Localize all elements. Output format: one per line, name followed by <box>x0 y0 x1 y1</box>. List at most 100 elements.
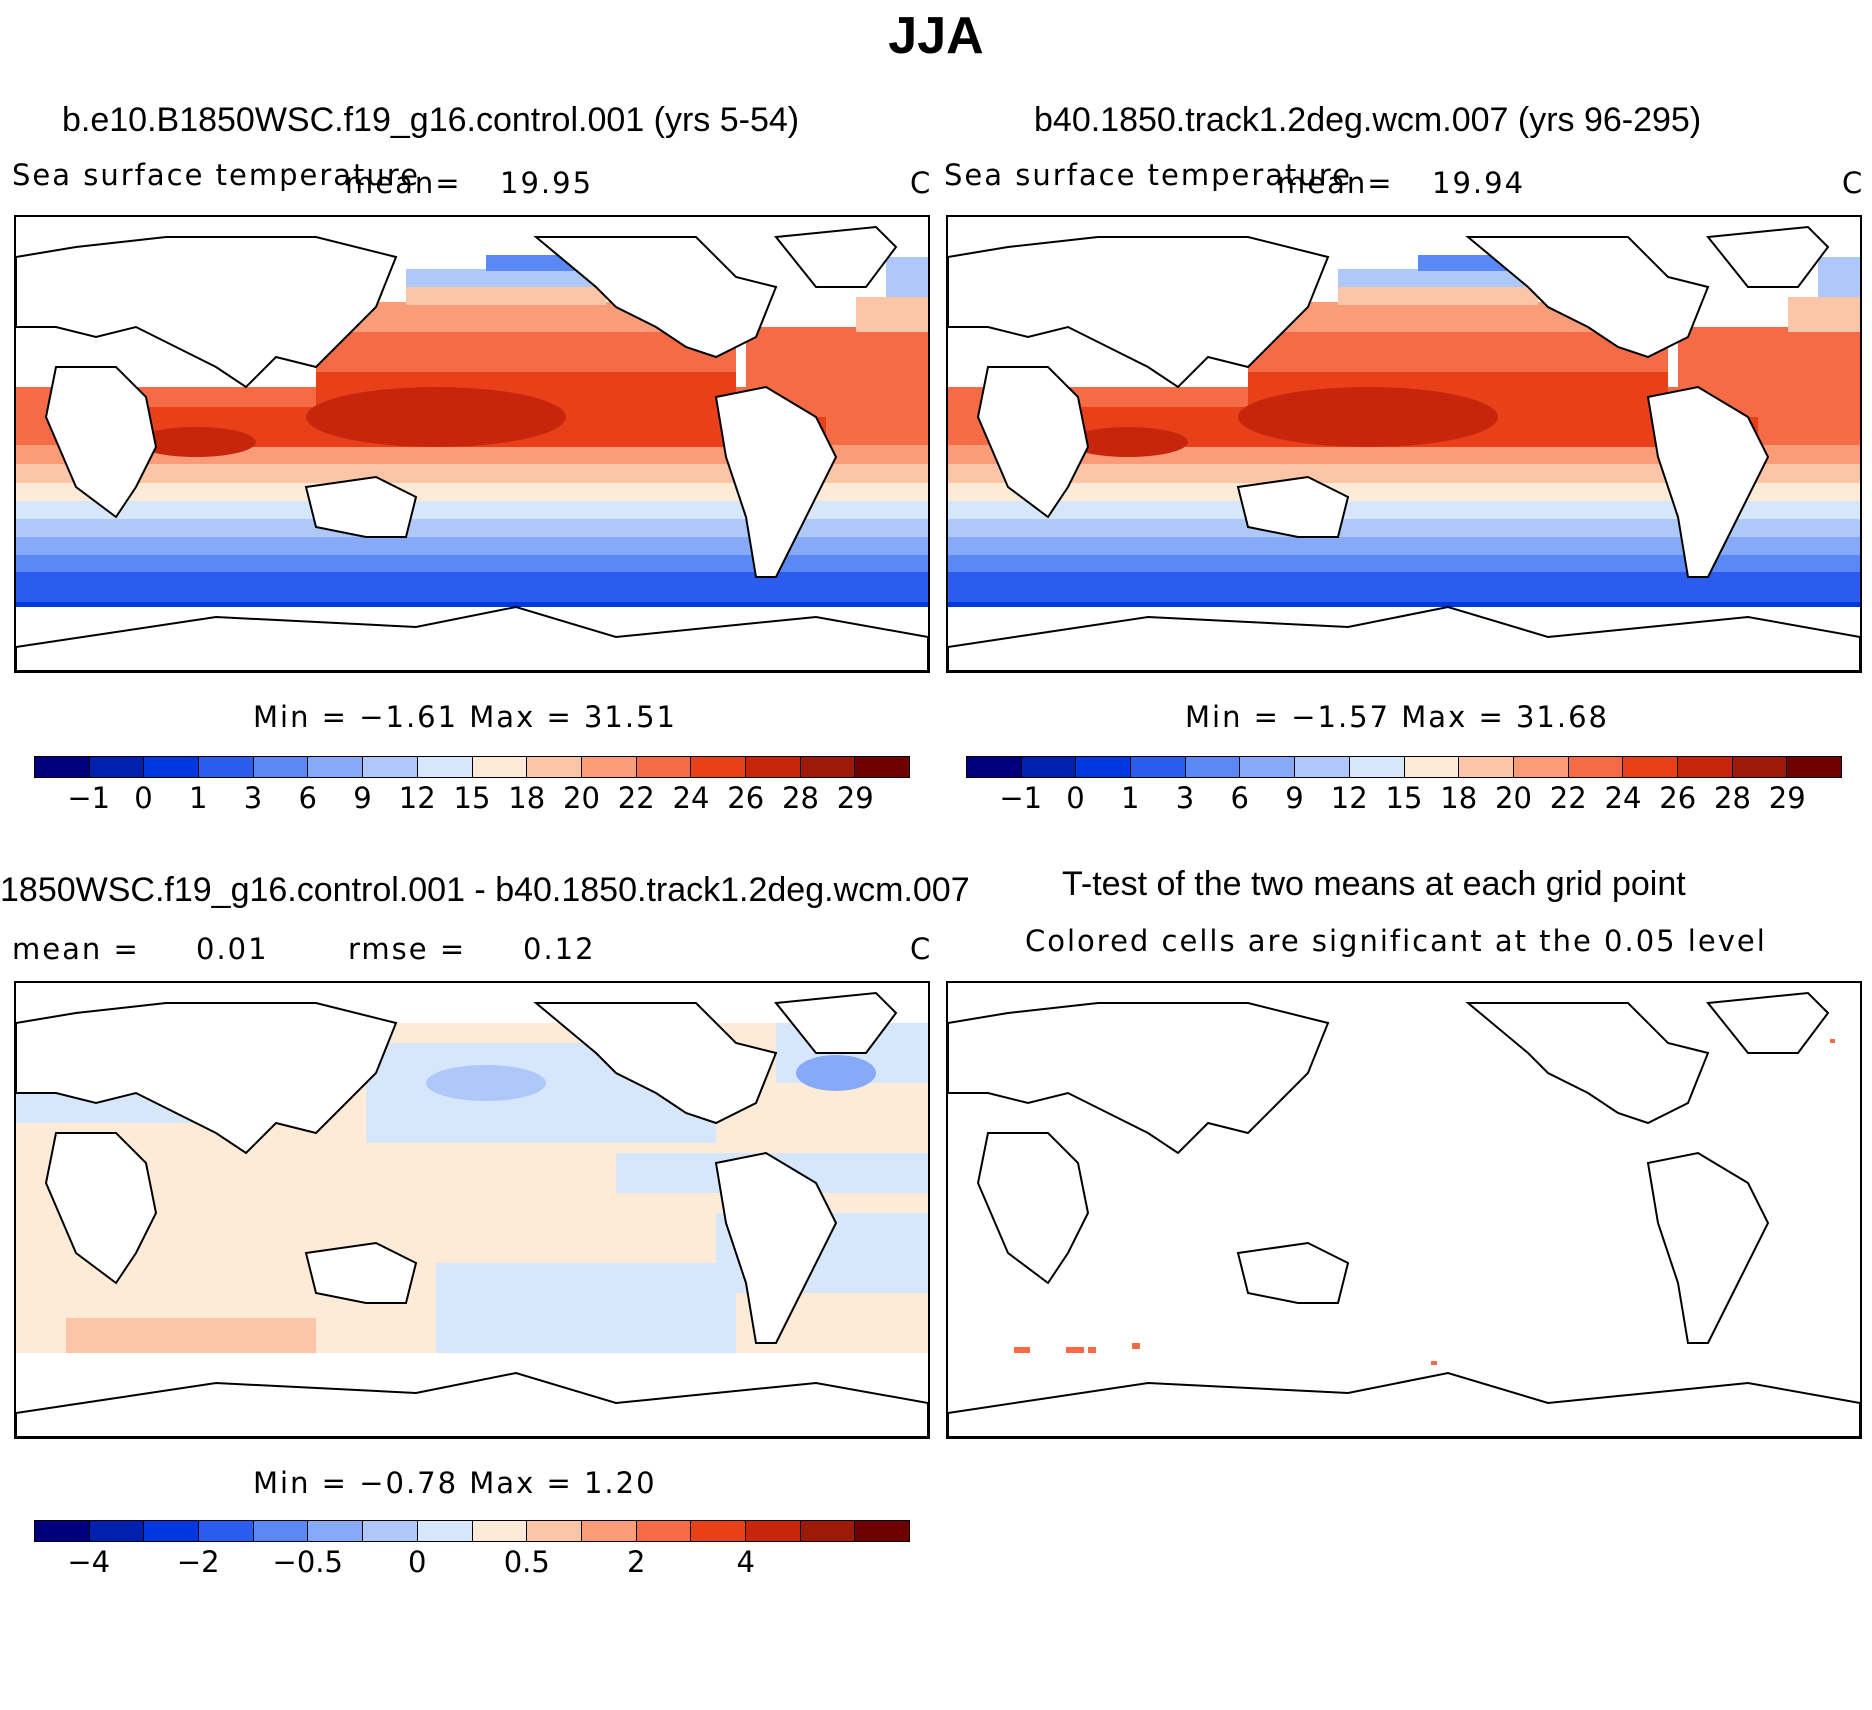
colorbar-swatch <box>1076 757 1132 777</box>
panel4-title: T-test of the two means at each grid poi… <box>1062 865 1686 903</box>
colorbar-swatch <box>1677 757 1733 777</box>
colorbar-swatch <box>1185 757 1241 777</box>
panel3-minmax: Min = −0.78 Max = 1.20 <box>253 1466 657 1500</box>
colorbar-swatch <box>308 757 364 777</box>
colorbar-swatch <box>417 1521 473 1541</box>
panel1-colorbar <box>34 756 910 778</box>
colorbar-tick-label: 0 <box>1066 781 1085 815</box>
colorbar-swatch <box>1787 757 1841 777</box>
colorbar-tick-label: 15 <box>1385 781 1423 815</box>
colorbar-tick-label: 12 <box>1330 781 1368 815</box>
colorbar-swatch <box>527 757 582 777</box>
colorbar-swatch <box>745 757 801 777</box>
colorbar-swatch <box>89 1521 145 1541</box>
colorbar-tick-label: 3 <box>243 781 263 815</box>
colorbar-tick-label: 0 <box>408 1545 427 1579</box>
panel1-mean-value: 19.95 <box>500 166 594 200</box>
colorbar-swatch <box>800 1521 856 1541</box>
panel4-subtitle: Colored cells are significant at the 0.0… <box>1025 924 1767 958</box>
colorbar-tick-label: 12 <box>398 781 436 815</box>
colorbar-swatch <box>253 757 309 777</box>
colorbar-tick-label: 9 <box>1285 781 1304 815</box>
colorbar-tick-label: 3 <box>1175 781 1195 815</box>
panel1-units: C <box>910 166 933 200</box>
colorbar-swatch <box>636 1521 692 1541</box>
colorbar-tick-label: 4 <box>736 1545 755 1579</box>
colorbar-tick-label: −1 <box>67 781 111 815</box>
colorbar-swatch <box>35 1521 90 1541</box>
colorbar-swatch <box>527 1521 582 1541</box>
colorbar-swatch <box>1732 757 1788 777</box>
colorbar-swatch <box>581 1521 637 1541</box>
colorbar-swatch <box>1513 757 1569 777</box>
figure-title: JJA <box>888 7 984 65</box>
colorbar-tick-label: −1 <box>999 781 1043 815</box>
colorbar-swatch <box>800 757 856 777</box>
colorbar-tick-label: 2 <box>627 1545 646 1579</box>
colorbar-swatch <box>1568 757 1624 777</box>
colorbar-swatch <box>199 1521 254 1541</box>
colorbar-tick-label: 6 <box>298 781 317 815</box>
colorbar-swatch <box>144 757 200 777</box>
panel1-mean-label: mean= <box>345 166 462 200</box>
colorbar-tick-label: 6 <box>1230 781 1249 815</box>
panel3-units: C <box>910 932 933 966</box>
colorbar-swatch <box>1240 757 1296 777</box>
colorbar-swatch <box>581 757 637 777</box>
panel2-title: b40.1850.track1.2deg.wcm.007 (yrs 96-295… <box>1034 101 1702 139</box>
colorbar-tick-label: 18 <box>1440 781 1478 815</box>
panel4-map <box>946 981 1862 1439</box>
colorbar-swatch <box>89 757 145 777</box>
panel2-minmax: Min = −1.57 Max = 31.68 <box>1185 700 1609 734</box>
panel2-colorbar <box>966 756 1842 778</box>
colorbar-swatch <box>417 757 473 777</box>
colorbar-tick-label: 28 <box>1714 781 1751 815</box>
colorbar-swatch <box>472 757 528 777</box>
colorbar-tick-label: 29 <box>836 781 874 815</box>
panel3-map <box>14 981 930 1439</box>
panel3-rmse-value: 0.12 <box>523 932 596 966</box>
panel1-title: b.e10.B1850WSC.f19_g16.control.001 (yrs … <box>62 101 800 139</box>
colorbar-tick-label: 22 <box>1549 781 1587 815</box>
colorbar-swatch <box>35 757 90 777</box>
colorbar-tick-label: 18 <box>508 781 546 815</box>
colorbar-swatch <box>691 757 746 777</box>
panel3-mean-label: mean = <box>12 932 140 966</box>
colorbar-tick-label: 15 <box>453 781 491 815</box>
colorbar-tick-label: −4 <box>67 1545 111 1579</box>
colorbar-tick-label: 26 <box>1659 781 1697 815</box>
panel3-title: 1850WSC.f19_g16.control.001 - b40.1850.t… <box>0 871 970 909</box>
colorbar-swatch <box>691 1521 746 1541</box>
panel3-mean-value: 0.01 <box>196 932 269 966</box>
panel1-minmax: Min = −1.61 Max = 31.51 <box>253 700 677 734</box>
colorbar-swatch <box>363 1521 418 1541</box>
colorbar-tick-label: 20 <box>563 781 600 815</box>
colorbar-swatch <box>1623 757 1678 777</box>
panel3-colorbar <box>34 1520 910 1542</box>
colorbar-tick-label: 20 <box>1495 781 1532 815</box>
panel2-mean-label: mean= <box>1277 166 1394 200</box>
colorbar-tick-label: 1 <box>1121 781 1140 815</box>
panel3-rmse-label: rmse = <box>348 932 467 966</box>
colorbar-swatch <box>636 757 692 777</box>
colorbar-swatch <box>745 1521 801 1541</box>
colorbar-swatch <box>1459 757 1514 777</box>
panel2-mean-value: 19.94 <box>1432 166 1526 200</box>
colorbar-swatch <box>199 757 254 777</box>
colorbar-swatch <box>855 757 909 777</box>
colorbar-tick-label: 1 <box>189 781 208 815</box>
colorbar-tick-label: 26 <box>727 781 765 815</box>
colorbar-swatch <box>967 757 1022 777</box>
colorbar-tick-label: 24 <box>1604 781 1642 815</box>
colorbar-tick-label: 29 <box>1768 781 1806 815</box>
colorbar-tick-label: 9 <box>353 781 372 815</box>
colorbar-swatch <box>1021 757 1077 777</box>
colorbar-swatch <box>363 757 418 777</box>
colorbar-tick-label: 24 <box>672 781 710 815</box>
colorbar-tick-label: −2 <box>176 1545 220 1579</box>
colorbar-tick-label: 28 <box>782 781 819 815</box>
colorbar-tick-label: −0.5 <box>272 1545 343 1579</box>
colorbar-swatch <box>1131 757 1186 777</box>
panel1-map <box>14 215 930 673</box>
colorbar-swatch <box>855 1521 909 1541</box>
